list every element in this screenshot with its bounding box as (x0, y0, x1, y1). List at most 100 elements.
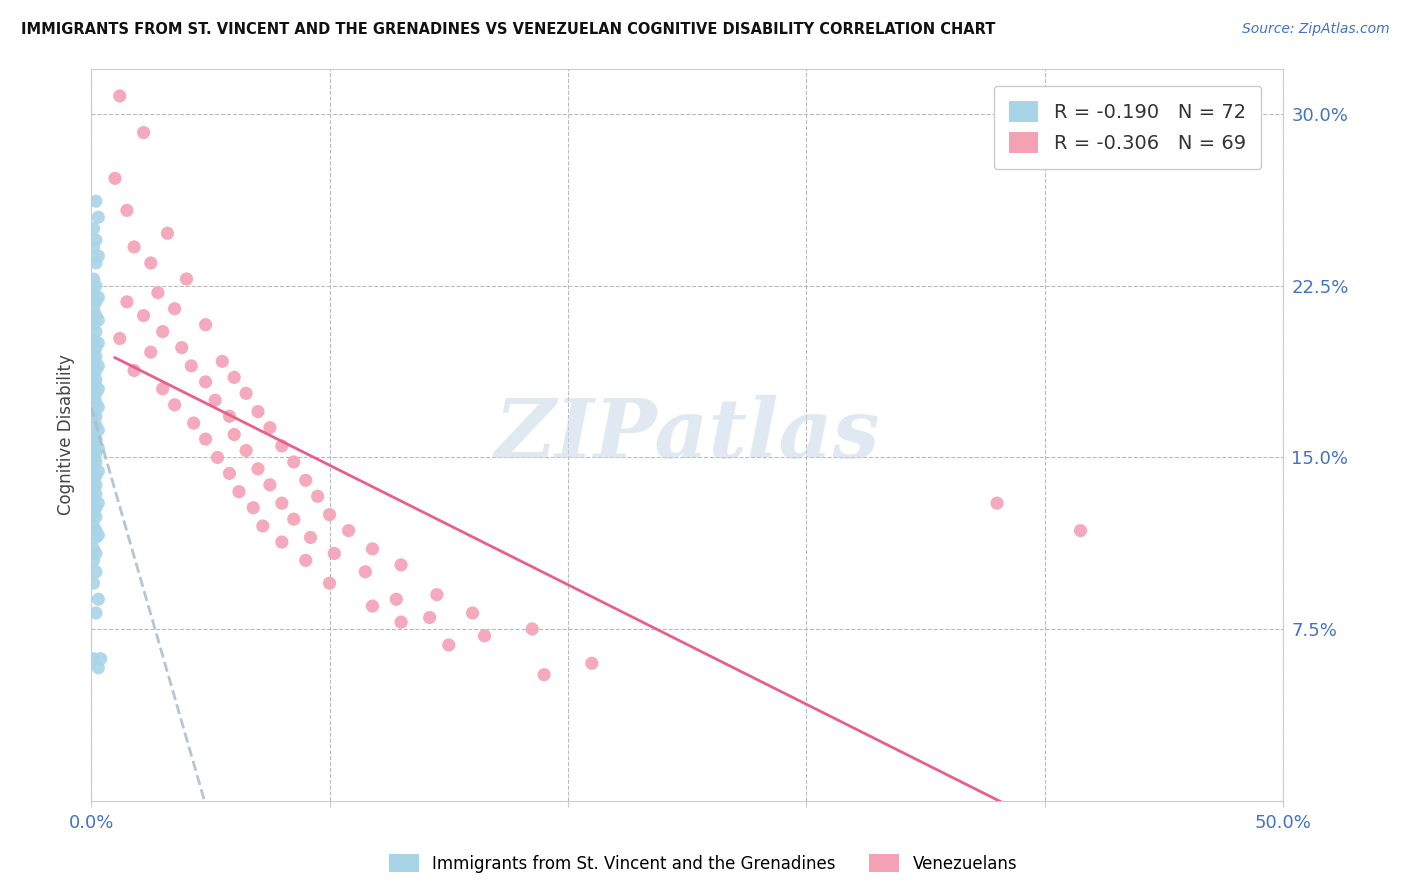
Point (83, 427, 105, 442)
Point (986, 496, 1008, 510)
Point (104, 171, 127, 186)
Point (247, 462, 270, 476)
Point (83, 285, 105, 300)
Point (83, 272, 105, 286)
Point (307, 489, 329, 503)
Point (108, 331, 131, 345)
Point (132, 126, 155, 140)
Point (83, 436, 105, 450)
Point (270, 496, 292, 510)
Point (270, 535, 292, 549)
Point (283, 455, 305, 469)
Point (84, 309, 107, 323)
Point (474, 629, 496, 643)
Point (461, 606, 484, 620)
Point (152, 325, 174, 339)
Point (87, 661, 110, 675)
Point (170, 341, 193, 355)
Point (204, 393, 226, 408)
Point (437, 638, 460, 652)
Point (87, 336, 110, 351)
Point (247, 404, 270, 418)
Point (87, 592, 110, 607)
Point (385, 592, 408, 607)
Point (84, 395, 107, 409)
Point (224, 370, 246, 384)
Point (84, 233, 107, 247)
Point (83, 553, 105, 567)
Point (83, 331, 105, 345)
Point (299, 531, 322, 545)
Text: ZIPatlas: ZIPatlas (495, 394, 880, 475)
Point (194, 432, 217, 446)
Point (84, 409, 107, 424)
Point (122, 240, 145, 254)
Point (83, 491, 105, 506)
Point (224, 427, 246, 442)
Point (235, 386, 257, 401)
Point (84, 432, 107, 446)
Point (84, 294, 107, 309)
Point (83, 450, 105, 465)
Point (87, 496, 110, 510)
Point (87, 464, 110, 478)
Point (337, 524, 360, 538)
Point (252, 519, 274, 533)
Legend: Immigrants from St. Vincent and the Grenadines, Venezuelans: Immigrants from St. Vincent and the Gren… (382, 847, 1024, 880)
Point (84, 524, 107, 538)
Point (122, 363, 145, 377)
Point (115, 203, 138, 218)
Point (87, 442, 110, 456)
Point (83, 651, 105, 665)
Point (83, 519, 105, 533)
Point (194, 318, 217, 332)
Point (84, 446, 107, 460)
Point (146, 285, 169, 300)
Point (270, 439, 292, 453)
Point (83, 473, 105, 487)
Point (90, 651, 112, 665)
Point (522, 622, 544, 636)
Point (84, 194, 107, 209)
Point (211, 354, 233, 368)
Point (361, 541, 384, 556)
Point (389, 615, 412, 629)
Point (183, 416, 205, 430)
Point (83, 450, 105, 465)
Point (87, 313, 110, 327)
Point (84, 350, 107, 364)
Point (84, 546, 107, 560)
Point (152, 382, 174, 396)
Point (156, 226, 179, 240)
Point (318, 508, 340, 522)
Point (115, 294, 138, 309)
Point (163, 398, 186, 412)
Point (83, 318, 105, 332)
Point (235, 443, 257, 458)
Point (87, 423, 110, 437)
Point (84, 500, 107, 515)
Point (87, 400, 110, 414)
Point (180, 359, 202, 373)
Point (218, 409, 240, 424)
Point (132, 309, 155, 323)
Point (83, 459, 105, 474)
Point (83, 483, 105, 497)
Point (84, 373, 107, 387)
Point (84, 487, 107, 501)
Point (361, 599, 384, 613)
Point (581, 657, 603, 671)
Point (83, 345, 105, 359)
Point (84, 509, 107, 524)
Point (83, 505, 105, 519)
Point (84, 325, 107, 339)
Point (87, 249, 110, 263)
Point (108, 89, 131, 103)
Point (83, 354, 105, 368)
Point (84, 341, 107, 355)
Point (163, 301, 186, 316)
Point (318, 576, 340, 591)
Point (84, 386, 107, 401)
Point (83, 576, 105, 591)
Point (194, 375, 217, 389)
